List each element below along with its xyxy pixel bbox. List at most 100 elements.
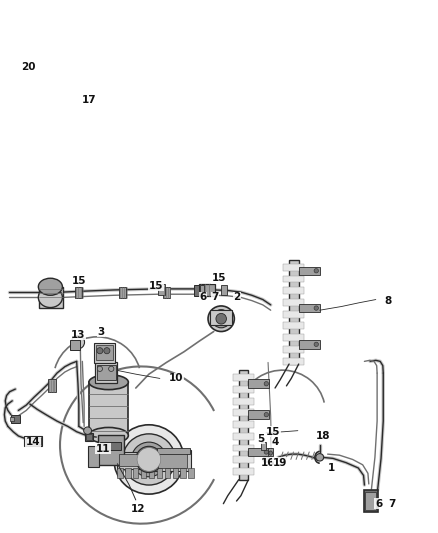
Bar bbox=[117, 468, 123, 478]
Bar bbox=[283, 346, 304, 353]
Bar bbox=[125, 468, 131, 478]
Bar bbox=[86, 434, 92, 440]
Bar bbox=[158, 453, 187, 468]
Text: 5: 5 bbox=[258, 434, 265, 443]
Bar bbox=[210, 310, 232, 325]
Bar bbox=[100, 442, 121, 450]
Circle shape bbox=[109, 366, 114, 372]
Text: 17: 17 bbox=[81, 95, 96, 105]
Bar bbox=[283, 322, 304, 329]
Bar bbox=[173, 468, 178, 478]
Bar bbox=[233, 409, 254, 416]
Circle shape bbox=[144, 454, 154, 465]
Bar bbox=[239, 370, 248, 480]
Bar bbox=[233, 456, 254, 463]
Ellipse shape bbox=[39, 278, 63, 295]
Text: 19: 19 bbox=[272, 458, 287, 467]
Bar bbox=[299, 304, 320, 312]
Ellipse shape bbox=[89, 427, 128, 443]
Bar bbox=[88, 446, 99, 467]
Ellipse shape bbox=[269, 451, 272, 455]
Bar bbox=[96, 345, 113, 360]
Bar bbox=[200, 285, 204, 295]
Bar bbox=[98, 435, 124, 465]
Circle shape bbox=[314, 342, 318, 346]
Bar bbox=[11, 415, 20, 423]
Ellipse shape bbox=[131, 442, 166, 477]
Bar bbox=[283, 299, 304, 306]
Bar bbox=[248, 448, 269, 456]
Text: 6: 6 bbox=[375, 499, 382, 508]
Text: 1: 1 bbox=[328, 463, 335, 473]
Bar bbox=[133, 468, 138, 478]
Text: 7: 7 bbox=[389, 499, 396, 508]
Bar bbox=[299, 340, 320, 349]
Text: 8: 8 bbox=[385, 296, 392, 306]
Bar bbox=[248, 410, 269, 419]
Circle shape bbox=[140, 451, 158, 468]
Text: 14: 14 bbox=[25, 438, 40, 447]
Bar bbox=[233, 433, 254, 440]
Bar bbox=[10, 417, 14, 421]
Bar bbox=[233, 398, 254, 405]
Bar bbox=[268, 448, 273, 456]
Text: 2: 2 bbox=[233, 293, 241, 302]
Text: 3: 3 bbox=[98, 327, 105, 336]
Text: 20: 20 bbox=[21, 62, 35, 71]
Bar bbox=[248, 379, 269, 388]
Text: 10: 10 bbox=[169, 374, 183, 383]
Bar bbox=[24, 436, 42, 446]
Bar bbox=[299, 266, 320, 275]
Ellipse shape bbox=[114, 425, 184, 494]
Bar bbox=[233, 386, 254, 393]
Bar bbox=[157, 468, 162, 478]
Text: 7: 7 bbox=[211, 293, 219, 302]
Bar bbox=[97, 365, 116, 380]
Bar bbox=[221, 285, 227, 295]
Bar bbox=[283, 287, 304, 294]
Bar bbox=[283, 334, 304, 341]
Bar bbox=[180, 468, 186, 478]
Bar bbox=[94, 343, 115, 363]
Circle shape bbox=[97, 348, 103, 354]
Bar bbox=[261, 442, 266, 450]
Ellipse shape bbox=[216, 313, 226, 324]
Ellipse shape bbox=[212, 310, 230, 328]
Text: 15: 15 bbox=[149, 281, 163, 290]
Bar bbox=[157, 448, 190, 454]
Bar bbox=[158, 284, 165, 295]
Bar bbox=[39, 287, 63, 308]
Bar bbox=[233, 468, 254, 475]
Bar bbox=[233, 374, 254, 381]
Bar bbox=[89, 382, 128, 435]
Text: 11: 11 bbox=[95, 444, 110, 454]
Ellipse shape bbox=[123, 434, 175, 485]
Ellipse shape bbox=[84, 427, 92, 434]
Bar bbox=[119, 454, 139, 466]
Bar bbox=[119, 287, 126, 298]
Bar bbox=[165, 468, 170, 478]
Bar bbox=[85, 433, 93, 441]
Bar bbox=[194, 285, 199, 296]
Bar bbox=[95, 362, 117, 383]
Circle shape bbox=[314, 306, 318, 310]
Text: 13: 13 bbox=[71, 330, 85, 340]
Bar bbox=[365, 492, 376, 510]
Bar bbox=[283, 311, 304, 318]
Circle shape bbox=[104, 348, 110, 354]
Bar bbox=[364, 490, 378, 512]
Bar bbox=[233, 445, 254, 451]
Ellipse shape bbox=[263, 457, 270, 462]
Ellipse shape bbox=[89, 375, 128, 390]
Text: 15: 15 bbox=[212, 273, 226, 283]
Bar bbox=[199, 284, 215, 296]
Bar bbox=[117, 452, 141, 469]
Ellipse shape bbox=[316, 454, 324, 461]
Text: 12: 12 bbox=[131, 504, 145, 514]
Circle shape bbox=[264, 413, 268, 417]
Text: 15: 15 bbox=[266, 427, 281, 437]
Circle shape bbox=[137, 448, 161, 471]
Text: 15: 15 bbox=[72, 276, 86, 286]
Ellipse shape bbox=[39, 287, 63, 308]
Bar bbox=[163, 287, 170, 298]
